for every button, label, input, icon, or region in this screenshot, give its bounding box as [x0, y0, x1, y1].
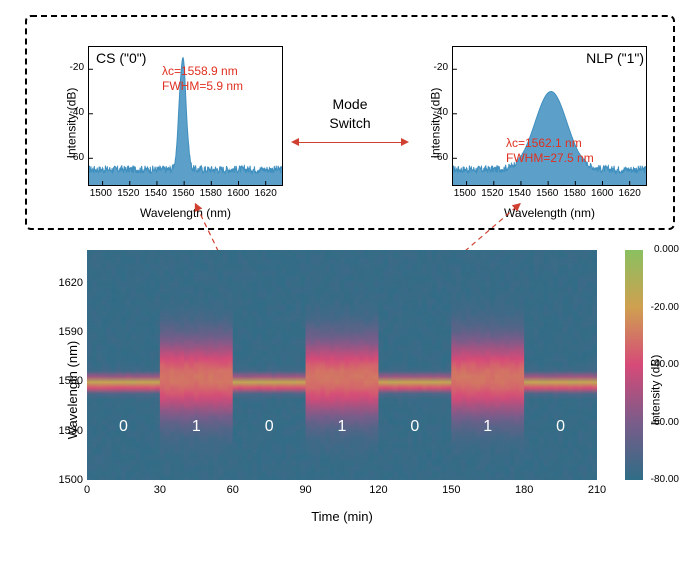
mode-switch-line1: Mode: [315, 95, 385, 113]
colorbar: [625, 250, 643, 480]
tick-y: -60: [54, 152, 84, 163]
cs-spectrum-chart: CS ("0") λc=1558.9 nm FWHM=5.9 nm Intens…: [42, 28, 294, 218]
spectro-ytick: 1500: [53, 474, 83, 486]
spectro-xtick: 0: [84, 484, 90, 496]
spectro-xtick: 180: [515, 484, 533, 496]
tick-y: -20: [418, 62, 448, 73]
nlp-fwhm-value: FWHM=27.5 nm: [506, 151, 594, 167]
tick-x: 1560: [536, 188, 558, 199]
nlp-ylabel: Intensity (dB): [428, 87, 442, 158]
nlp-lambda-value: λc=1562.1 nm: [506, 136, 594, 152]
tick-y: -60: [418, 152, 448, 163]
tick-y: -40: [418, 107, 448, 118]
spectro-xtick: 30: [154, 484, 166, 496]
spectrogram-panel: Wavelength (nm) 0101010 1500153015601590…: [15, 250, 685, 530]
spectro-xtick: 150: [442, 484, 460, 496]
mode-switch-label: Mode Switch: [315, 95, 385, 149]
cs-fwhm-value: FWHM=5.9 nm: [162, 79, 243, 95]
cs-ylabel: Intensity (dB): [64, 87, 78, 158]
tick-x: 1580: [564, 188, 586, 199]
colorbar-label: Intensity (dB): [649, 355, 663, 426]
colorbar-tick: -80.00: [645, 474, 679, 485]
spectro-xtick: 120: [369, 484, 387, 496]
tick-x: 1540: [145, 188, 167, 199]
tick-x: 1500: [90, 188, 112, 199]
tick-x: 1620: [255, 188, 277, 199]
spectro-xtick: 90: [299, 484, 311, 496]
spectro-ytick: 1620: [53, 277, 83, 289]
mode-switch-arrow: [315, 136, 385, 150]
tick-y: -40: [54, 107, 84, 118]
tick-y: -20: [54, 62, 84, 73]
nlp-spectrum-chart: NLP ("1") λc=1562.1 nm FWHM=27.5 nm Inte…: [406, 28, 658, 218]
spectro-ytick: 1590: [53, 326, 83, 338]
cs-lambda-anno: λc=1558.9 nm FWHM=5.9 nm: [162, 64, 243, 95]
cs-title: CS ("0"): [96, 50, 146, 66]
tick-x: 1540: [509, 188, 531, 199]
spectrogram-plot: 0101010: [87, 250, 597, 480]
spectro-xtick: 210: [588, 484, 606, 496]
spectro-xlabel: Time (min): [87, 509, 597, 524]
tick-x: 1580: [200, 188, 222, 199]
tick-x: 1520: [481, 188, 503, 199]
tick-x: 1520: [117, 188, 139, 199]
spectro-ytick: 1530: [53, 425, 83, 437]
mode-switch-line2: Switch: [315, 114, 385, 132]
tick-x: 1500: [454, 188, 476, 199]
colorbar-tick: 0.000: [645, 244, 679, 255]
colorbar-tick: -20.00: [645, 302, 679, 313]
nlp-title: NLP ("1"): [586, 50, 644, 66]
cs-lambda-value: λc=1558.9 nm: [162, 64, 243, 80]
top-dashed-panel: CS ("0") λc=1558.9 nm FWHM=5.9 nm Intens…: [25, 15, 675, 230]
nlp-lambda-anno: λc=1562.1 nm FWHM=27.5 nm: [506, 136, 594, 167]
tick-x: 1560: [172, 188, 194, 199]
nlp-xlabel: Wavelength (nm): [452, 206, 647, 220]
tick-x: 1620: [619, 188, 641, 199]
tick-x: 1600: [591, 188, 613, 199]
tick-x: 1600: [227, 188, 249, 199]
spectro-ytick: 1560: [53, 375, 83, 387]
cs-xlabel: Wavelength (nm): [88, 206, 283, 220]
spectro-xtick: 60: [227, 484, 239, 496]
